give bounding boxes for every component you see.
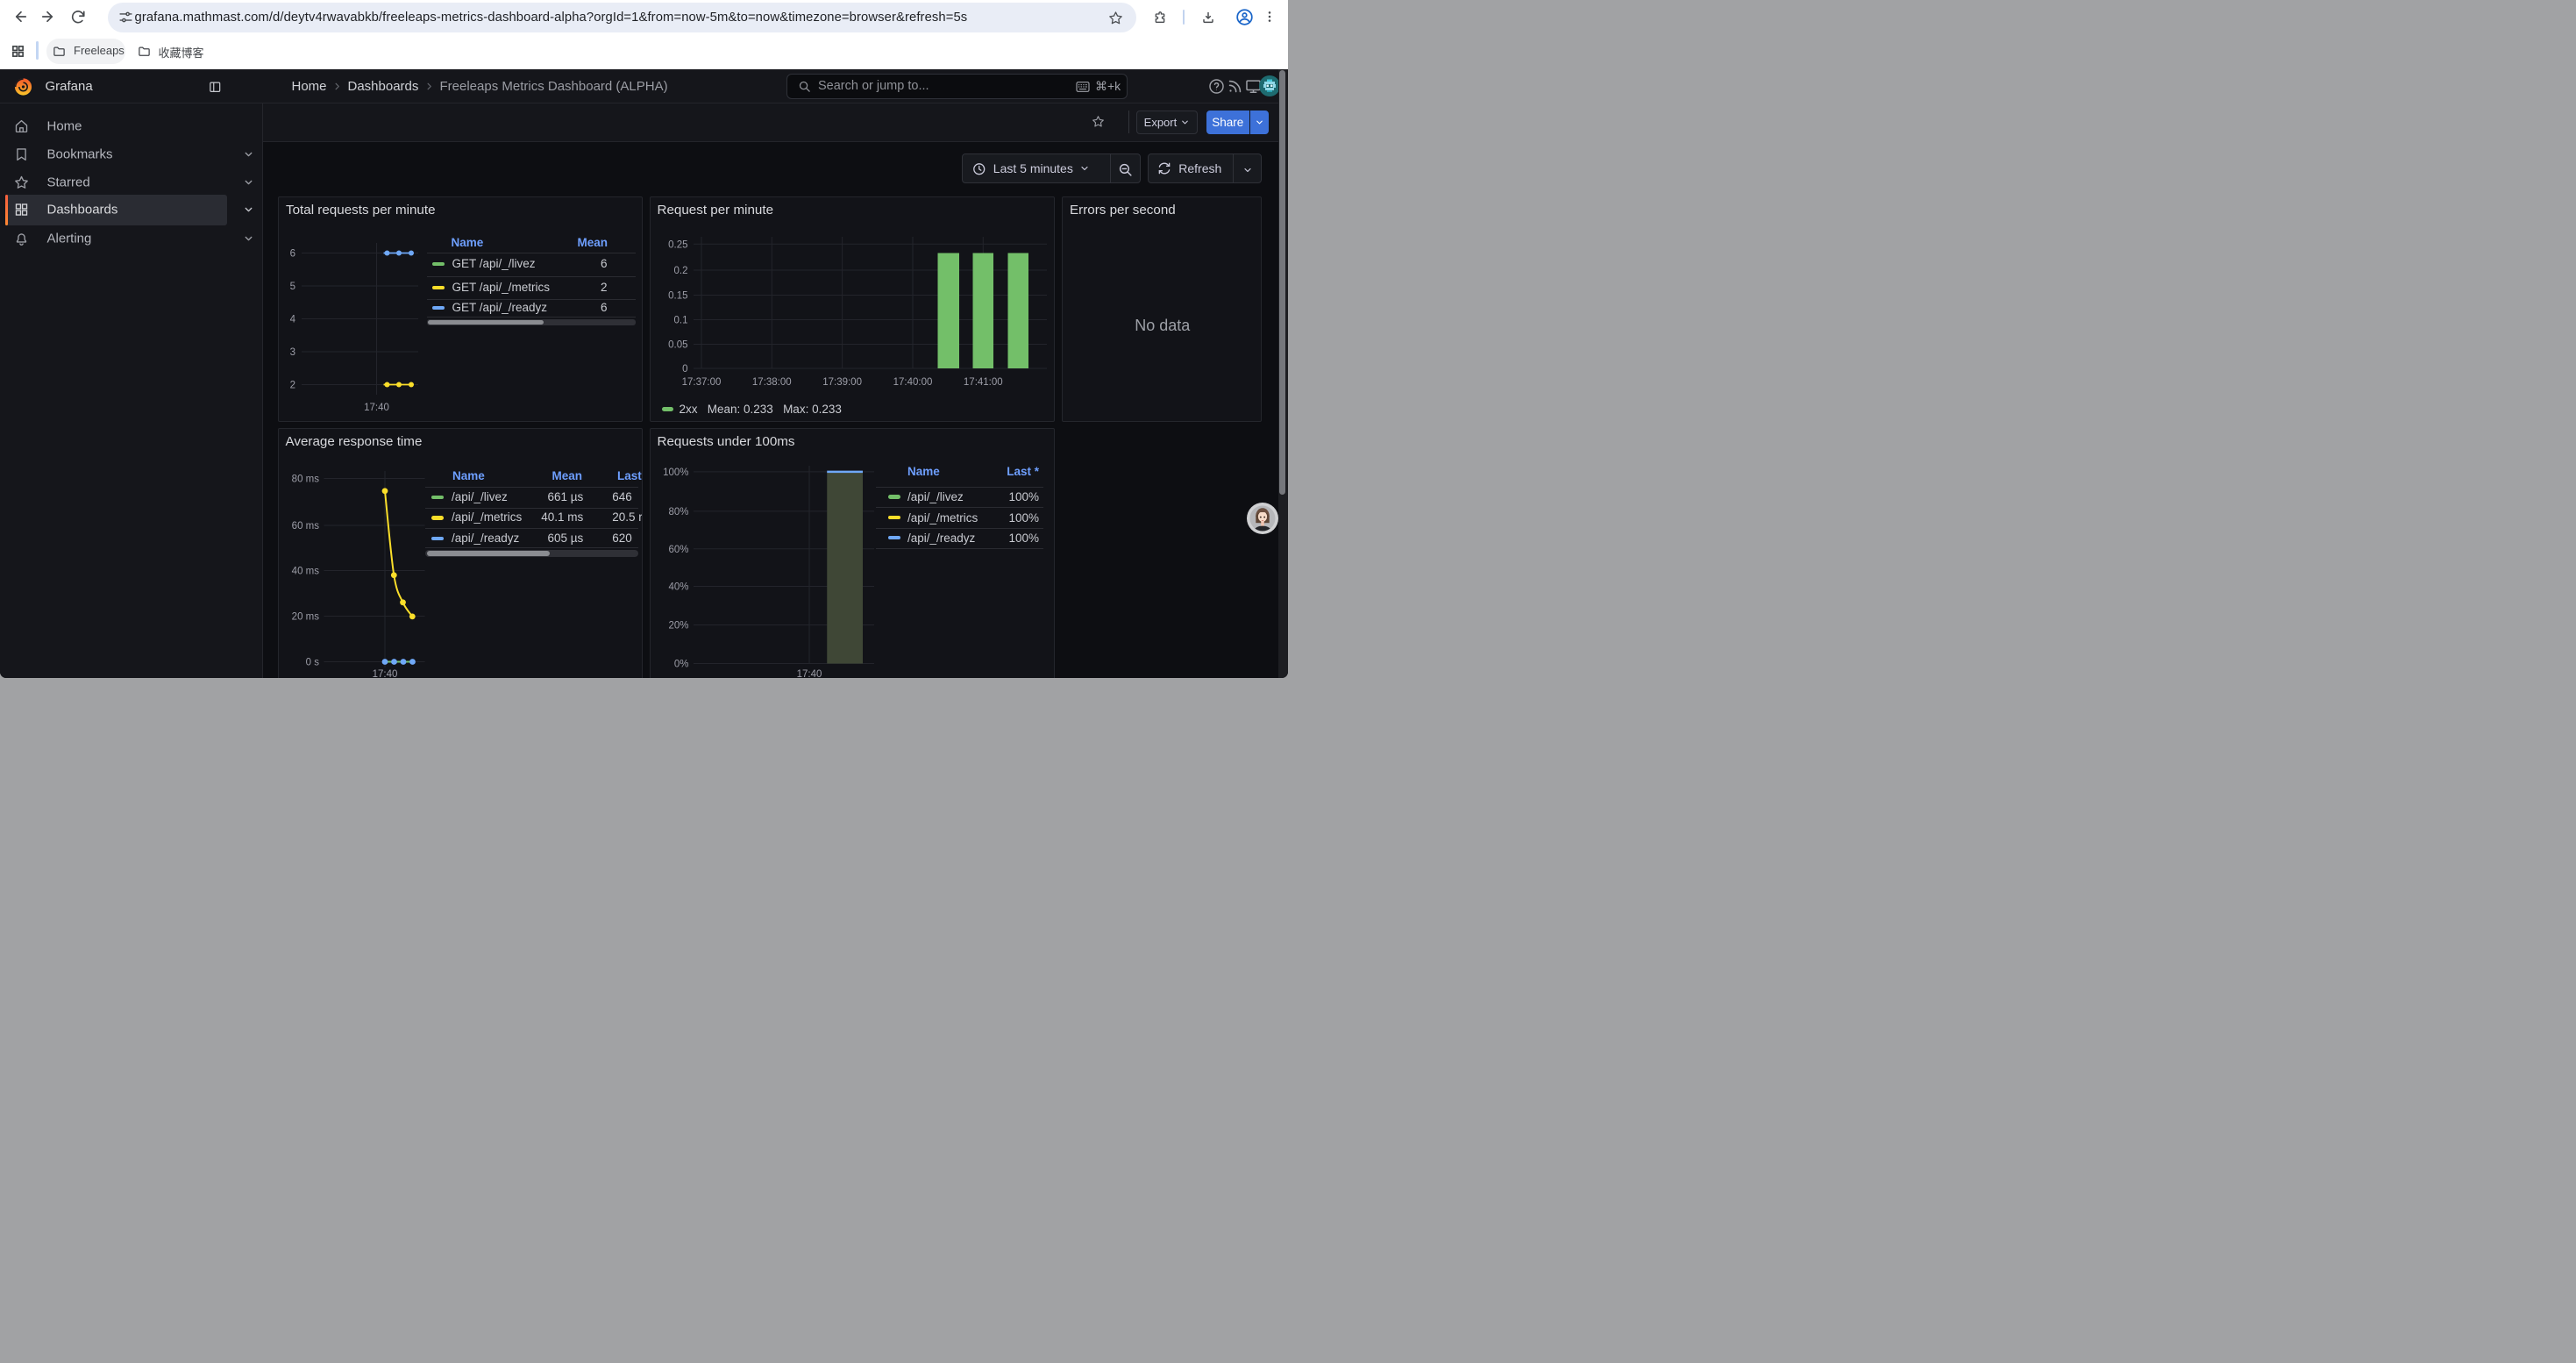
svg-text:0.25: 0.25 <box>668 239 687 250</box>
svg-text:3: 3 <box>290 347 295 358</box>
svg-text:6: 6 <box>290 248 295 259</box>
svg-text:40%: 40% <box>668 582 688 592</box>
svg-text:17:40: 17:40 <box>364 403 389 413</box>
svg-text:80%: 80% <box>668 506 688 517</box>
svg-text:0%: 0% <box>673 659 688 669</box>
svg-text:17:41:00: 17:41:00 <box>963 377 1002 388</box>
svg-text:20 ms: 20 ms <box>291 611 319 622</box>
svg-text:17:39:00: 17:39:00 <box>822 377 862 388</box>
svg-text:4: 4 <box>290 314 296 325</box>
svg-text:17:40:00: 17:40:00 <box>893 377 932 388</box>
svg-text:17:38:00: 17:38:00 <box>751 377 791 388</box>
svg-text:2: 2 <box>290 380 295 390</box>
svg-text:100%: 100% <box>663 467 688 477</box>
svg-text:60 ms: 60 ms <box>291 521 319 532</box>
svg-text:40 ms: 40 ms <box>291 566 319 576</box>
svg-text:0.2: 0.2 <box>673 266 687 276</box>
svg-text:17:37:00: 17:37:00 <box>681 377 721 388</box>
svg-text:0.05: 0.05 <box>668 339 687 350</box>
svg-text:0: 0 <box>682 364 687 375</box>
svg-text:5: 5 <box>290 282 295 292</box>
svg-text:0 s: 0 s <box>305 657 319 667</box>
svg-text:20%: 20% <box>668 620 688 631</box>
svg-text:60%: 60% <box>668 544 688 554</box>
svg-text:0.1: 0.1 <box>673 315 687 325</box>
svg-text:17:40: 17:40 <box>372 669 397 677</box>
svg-text:80 ms: 80 ms <box>291 474 319 484</box>
svg-text:17:40: 17:40 <box>796 669 822 677</box>
svg-text:0.15: 0.15 <box>668 290 687 301</box>
